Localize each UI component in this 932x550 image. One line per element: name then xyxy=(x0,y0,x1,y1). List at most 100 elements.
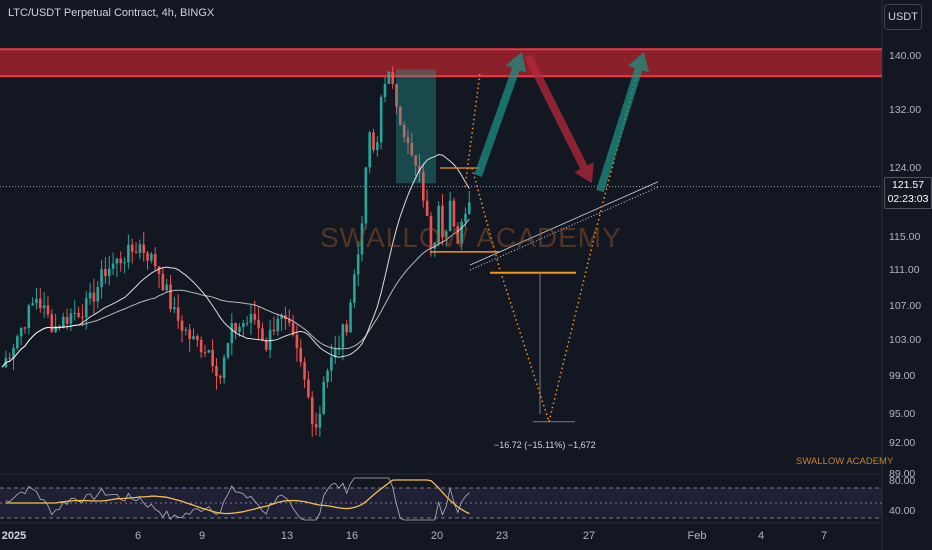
time-tick-label: 2025 xyxy=(1,530,27,542)
candle-body xyxy=(395,83,398,107)
candle-body xyxy=(142,244,146,253)
candle-body xyxy=(46,305,50,315)
candle-body xyxy=(326,370,329,382)
price-tick-label: 99.00 xyxy=(889,370,916,382)
candle-body xyxy=(261,328,264,341)
candle-body xyxy=(341,324,345,348)
candle-body xyxy=(12,348,15,359)
candle-body xyxy=(96,287,100,302)
candle-body xyxy=(310,397,314,425)
symbol-title: LTC/USDT Perpetual Contract, 4h, BINGX xyxy=(8,7,215,19)
watermark: SWALLOW ACADEMY xyxy=(320,222,622,253)
candle-body xyxy=(134,251,138,253)
time-tick-label: 23 xyxy=(495,530,509,542)
time-tick-label: 7 xyxy=(820,530,828,542)
candle-body xyxy=(130,244,134,252)
candle-body xyxy=(73,312,77,314)
candle-body xyxy=(437,205,440,243)
candle-body xyxy=(123,262,126,264)
candle-body xyxy=(84,298,88,318)
candle-body xyxy=(414,155,417,166)
candle-body xyxy=(146,252,149,261)
candle-body xyxy=(188,329,191,340)
candle-body xyxy=(429,216,433,249)
currency-button[interactable]: USDT xyxy=(884,4,922,30)
candle-body xyxy=(299,347,303,363)
resistance-zone xyxy=(0,49,882,77)
price-tick-label: 124.00 xyxy=(889,162,922,174)
price-tick-label: 89.00 xyxy=(889,468,916,480)
candle-body xyxy=(280,315,283,319)
candle-body xyxy=(150,254,153,261)
moving-average-slow xyxy=(1,218,470,368)
trendline-solid xyxy=(469,181,659,266)
candle-body xyxy=(104,269,107,277)
time-tick-label: 16 xyxy=(345,530,359,542)
candle-body xyxy=(360,223,364,255)
candle-body xyxy=(376,142,379,150)
price-tick-label: 92.00 xyxy=(889,437,916,449)
candle-body xyxy=(27,305,31,329)
candle-body xyxy=(77,312,80,317)
candle-body xyxy=(318,413,322,428)
candle-body xyxy=(234,322,237,332)
candle-body xyxy=(345,324,348,333)
candle-body xyxy=(314,424,318,428)
candle-body xyxy=(410,142,414,156)
candle-body xyxy=(192,336,195,340)
candle-body xyxy=(92,292,96,302)
current-price-badge: 121.57 02:23:03 xyxy=(884,177,932,209)
candle-body xyxy=(333,348,337,358)
candle-body xyxy=(180,320,184,331)
time-tick-label: Feb xyxy=(687,530,707,542)
current-price-value: 121.57 xyxy=(891,179,925,191)
candle-body xyxy=(418,165,421,172)
candle-body xyxy=(383,84,387,97)
candle-body xyxy=(249,313,253,323)
candle-body xyxy=(157,266,161,274)
bullish-arrow xyxy=(474,52,527,177)
oscillator-tick-label: 40.00 xyxy=(889,505,916,517)
candle-body xyxy=(196,336,199,340)
bearish-arrow xyxy=(524,54,594,184)
candle-body xyxy=(176,307,180,321)
candle-body xyxy=(291,322,295,335)
candle-body xyxy=(448,200,452,232)
candle-countdown: 02:23:03 xyxy=(887,193,929,205)
candle-body xyxy=(226,343,230,358)
candle-body xyxy=(425,200,429,217)
time-tick-label: 27 xyxy=(582,530,596,542)
price-tick-label: 95.00 xyxy=(889,408,916,420)
candle-body xyxy=(211,349,214,367)
candle-body xyxy=(215,366,218,376)
candle-body xyxy=(65,316,69,324)
candle-body xyxy=(69,313,73,324)
time-tick-label: 20 xyxy=(430,530,444,542)
candle-body xyxy=(23,327,27,329)
candle-body xyxy=(222,357,226,378)
price-tick-label: 107.00 xyxy=(889,300,922,312)
candle-body xyxy=(349,302,352,333)
candle-body xyxy=(356,254,360,275)
candle-body xyxy=(54,325,57,332)
pump-shade xyxy=(396,69,436,184)
candle-body xyxy=(364,167,368,224)
candle-body xyxy=(268,329,272,350)
candle-body xyxy=(264,340,268,350)
time-tick-label: 6 xyxy=(134,530,142,542)
candle-body xyxy=(81,316,84,318)
time-tick-label: 13 xyxy=(280,530,294,542)
candle-body xyxy=(337,347,341,349)
candle-body xyxy=(31,303,34,306)
candle-body xyxy=(257,319,260,329)
candle-body xyxy=(387,71,391,85)
candle-body xyxy=(100,269,103,288)
candle-body xyxy=(422,171,425,201)
candle-body xyxy=(330,357,333,371)
candle-body xyxy=(295,334,299,348)
candle-body xyxy=(169,284,172,309)
candle-body xyxy=(58,325,61,328)
candle-body xyxy=(379,96,383,143)
candle-body xyxy=(184,329,188,331)
